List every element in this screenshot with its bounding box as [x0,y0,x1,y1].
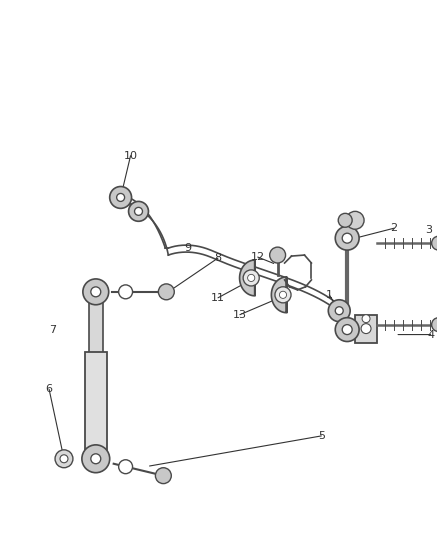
Circle shape [335,318,359,342]
Circle shape [335,226,359,250]
Text: 6: 6 [46,384,53,394]
Circle shape [275,287,291,303]
Polygon shape [272,277,286,313]
Bar [89,295,103,354]
Text: 13: 13 [233,310,247,320]
Circle shape [91,454,101,464]
Circle shape [362,314,370,322]
Circle shape [338,213,352,227]
Bar [85,352,107,454]
Text: 5: 5 [318,431,325,441]
Circle shape [129,201,148,221]
Text: 4: 4 [427,329,434,340]
Circle shape [134,207,142,215]
Circle shape [342,233,352,243]
Bar [355,314,377,343]
Circle shape [110,187,131,208]
Circle shape [119,285,133,299]
Circle shape [270,247,286,263]
Circle shape [91,287,101,297]
Circle shape [55,450,73,468]
Circle shape [328,300,350,321]
Circle shape [346,212,364,229]
Circle shape [83,279,109,305]
Polygon shape [240,260,255,296]
Circle shape [117,193,124,201]
Circle shape [155,468,171,483]
Circle shape [279,291,286,298]
Circle shape [335,307,343,314]
Circle shape [431,318,438,332]
Text: 11: 11 [211,293,225,303]
Text: 3: 3 [425,225,432,235]
Circle shape [119,460,133,474]
Circle shape [247,274,255,281]
Circle shape [361,324,371,334]
Circle shape [82,445,110,473]
Text: 12: 12 [251,252,265,262]
Text: 2: 2 [390,223,397,233]
Circle shape [159,284,174,300]
Circle shape [342,325,352,335]
Circle shape [60,455,68,463]
Text: 1: 1 [326,290,333,300]
Circle shape [431,236,438,250]
Text: 10: 10 [124,151,138,161]
Text: 9: 9 [185,243,192,253]
Text: 7: 7 [49,325,57,335]
Circle shape [243,270,259,286]
Text: 8: 8 [215,253,222,263]
